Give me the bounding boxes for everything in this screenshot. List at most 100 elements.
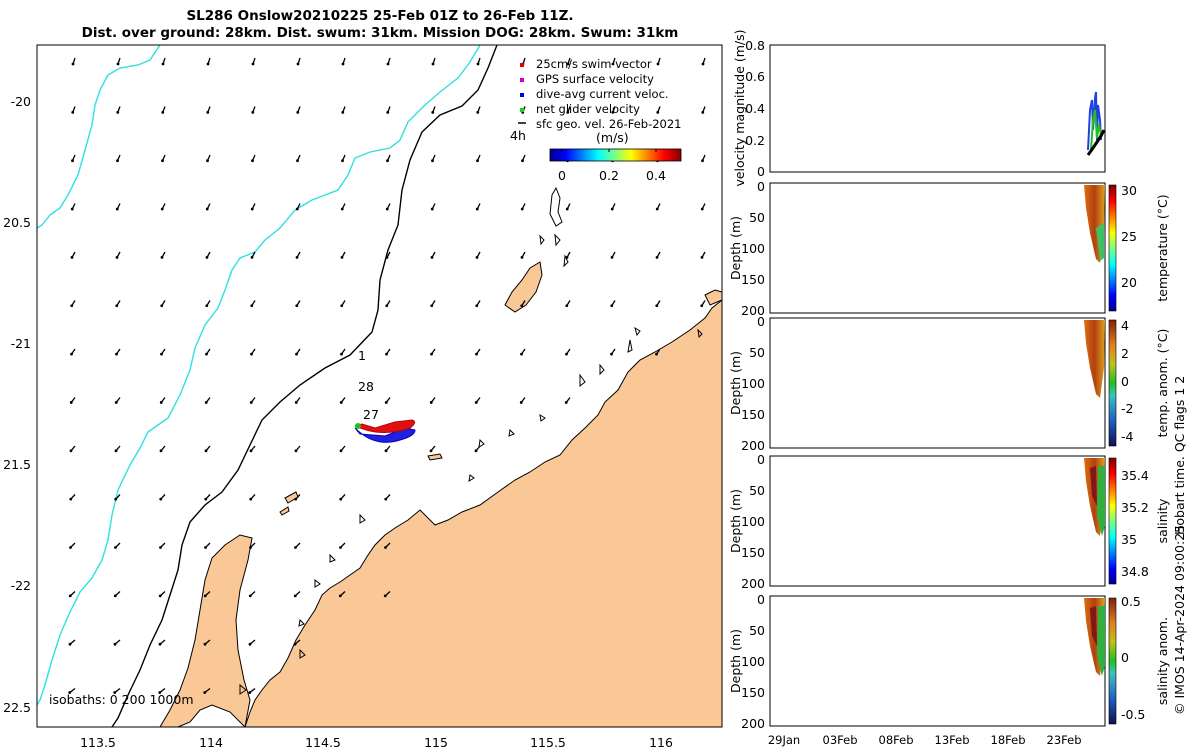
- current-arrow: [203, 639, 211, 646]
- current-arrow: [610, 251, 616, 259]
- current-arrow: [565, 300, 571, 308]
- current-arrow: [160, 348, 166, 356]
- current-arrow: [249, 445, 256, 453]
- lat-tick-21.5: 21.5: [3, 457, 31, 472]
- colorbar-tick: 25: [1121, 229, 1137, 244]
- colorbar-temperature: [1108, 184, 1117, 312]
- current-arrow: [114, 397, 121, 404]
- current-arrow: [340, 300, 346, 308]
- current-arrow: [159, 445, 166, 453]
- current-arrow: [116, 154, 121, 163]
- lon-tick-115: 115: [424, 735, 448, 750]
- current-arrow: [161, 154, 166, 163]
- current-arrow: [339, 494, 346, 501]
- vel-tick-0.6: 0.6: [745, 69, 765, 84]
- lat-tick-22: -22: [11, 578, 31, 593]
- current-arrow: [158, 687, 166, 694]
- time-tick-18feb: 18Feb: [991, 733, 1026, 747]
- current-arrow: [610, 203, 616, 211]
- depth-tick: 100: [741, 514, 765, 529]
- current-arrow: [474, 445, 481, 453]
- current-arrow: [295, 251, 301, 259]
- colorbar-tick: 34.8: [1121, 564, 1149, 579]
- current-arrow: [429, 397, 436, 404]
- depth-tick: 200: [741, 438, 765, 453]
- current-arrow: [205, 300, 211, 308]
- depth-tick: 100: [741, 654, 765, 669]
- track-label-27: 27: [363, 407, 379, 422]
- current-arrow: [160, 300, 166, 308]
- current-arrow: [203, 687, 211, 694]
- depth-tick: 100: [741, 241, 765, 256]
- credit-text: © IMOS 14-Apr-2024 09:00:25: [1172, 525, 1187, 715]
- current-arrow: [430, 348, 436, 356]
- depth-ylabel: Depth (m): [728, 216, 743, 280]
- vel-tick-0.4: 0.4: [745, 101, 765, 116]
- profile-panel-temperature: 0 50 100 150 200 Depth (m) 30 25 20 temperature (…: [728, 179, 1170, 318]
- current-arrow: [204, 397, 211, 404]
- current-arrow: [69, 494, 76, 501]
- current-arrow: [611, 106, 616, 114]
- colorbar-tick: 4: [1121, 318, 1129, 333]
- legend-net-glider-velocity: net glider velocity: [536, 102, 640, 116]
- lon-tick-116: 116: [649, 735, 673, 750]
- depth-tick: 150: [741, 407, 765, 422]
- current-arrow: [250, 348, 256, 356]
- depth-tick: 50: [749, 345, 765, 360]
- colorbar-tick: 35: [1121, 532, 1137, 547]
- current-arrow: [205, 348, 211, 356]
- current-arrow: [384, 397, 391, 404]
- current-arrow: [294, 494, 301, 501]
- lon-tick-115.5: 115.5: [530, 735, 566, 750]
- current-arrow: [248, 639, 256, 646]
- depth-tick: 150: [741, 685, 765, 700]
- colorbar-tick: 30: [1121, 183, 1137, 198]
- current-arrow: [430, 300, 436, 308]
- current-arrow: [70, 251, 76, 259]
- map-panel: 1 28 27 isobaths: 0 200 1000m 25cm/s swi…: [3, 44, 723, 750]
- colorbar-label-sal_anom: salinity anom.: [1155, 617, 1170, 705]
- current-arrow: [700, 251, 706, 259]
- isobaths-label: isobaths: 0 200 1000m: [49, 692, 194, 707]
- colorbar-tick: 2: [1121, 346, 1129, 361]
- current-arrow: [476, 154, 481, 163]
- vel-ylabel: velocity magnitude (m/s): [732, 29, 747, 186]
- current-arrow: [161, 57, 166, 66]
- land-peninsula: [159, 534, 253, 727]
- current-arrow: [68, 639, 76, 646]
- current-arrow: [113, 639, 121, 646]
- current-arrow: [386, 57, 391, 66]
- current-arrow: [656, 106, 661, 114]
- current-arrow: [293, 591, 301, 598]
- current-arrow: [476, 106, 481, 114]
- current-arrow: [68, 591, 76, 598]
- current-arrow: [71, 57, 76, 66]
- profile-panel-salinity: 0 50 100 150 200 Depth (m) 35.4 35.2 35 34.8 salin…: [728, 452, 1170, 591]
- depth-tick: 0: [757, 592, 765, 607]
- current-arrow: [383, 591, 391, 598]
- current-arrow: [69, 445, 76, 453]
- colorbar-tick-0: 0: [558, 168, 566, 183]
- current-arrow: [248, 687, 256, 694]
- current-arrow: [701, 106, 706, 114]
- colorbar-tick: 0.5: [1121, 594, 1141, 609]
- current-arrow: [113, 687, 121, 694]
- current-arrow: [69, 397, 76, 404]
- current-arrow: [384, 542, 391, 549]
- track-label-28: 28: [358, 379, 374, 394]
- current-arrow: [520, 300, 526, 308]
- vel-tick-0: 0: [757, 164, 765, 179]
- current-arrow: [610, 300, 616, 308]
- current-arrow: [206, 57, 211, 66]
- current-arrow: [248, 591, 256, 598]
- current-arrow: [251, 154, 256, 163]
- legend-gps-velocity: GPS surface velocity: [536, 72, 654, 86]
- current-arrow: [475, 203, 481, 211]
- velocity-panel: 0.8 0.6 0.4 0.2 0 velocity magnitude (m/…: [732, 29, 1106, 187]
- depth-tick: 200: [741, 303, 765, 318]
- lon-tick-113.5: 113.5: [80, 735, 116, 750]
- coast-outer: [37, 45, 161, 229]
- current-arrow: [295, 203, 301, 211]
- time-tick-08feb: 08Feb: [879, 733, 914, 747]
